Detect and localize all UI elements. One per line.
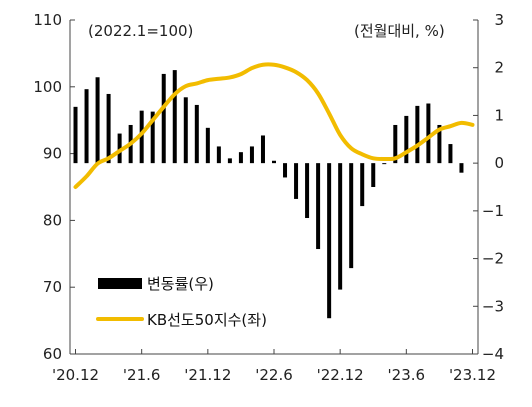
line-series xyxy=(73,62,475,189)
bar xyxy=(382,163,387,165)
x-tick-label: '21.6 xyxy=(123,366,161,384)
x-tick-label: '22.12 xyxy=(317,366,364,384)
bar xyxy=(95,77,100,164)
bar xyxy=(272,160,276,164)
x-tick-label: '23.6 xyxy=(388,366,426,384)
bar xyxy=(73,106,78,164)
right-tick-label: 0 xyxy=(494,154,504,172)
line-path xyxy=(73,62,475,189)
bar xyxy=(150,111,155,164)
bar xyxy=(437,124,442,164)
legend-line-label: KB선도50지수(좌) xyxy=(147,311,267,329)
bar xyxy=(283,163,288,178)
bar xyxy=(194,104,199,164)
x-tick-label: '22.6 xyxy=(255,366,293,384)
bar xyxy=(260,135,265,164)
right-tick-label: 3 xyxy=(494,11,504,29)
right-axis: −4 −3 −2 −1 0 1 2 3 xyxy=(473,11,504,363)
right-tick-label: −4 xyxy=(482,345,504,363)
legend-bar-swatch xyxy=(98,278,142,289)
bar xyxy=(459,163,464,173)
bar xyxy=(327,163,332,319)
bar xyxy=(205,127,210,164)
bar xyxy=(316,163,321,250)
legend: 변동률(우) KB선도50지수(좌) xyxy=(96,275,267,329)
left-axis: 60 70 80 90 100 110 xyxy=(33,11,75,363)
bar xyxy=(172,70,177,164)
right-axis-note: (전월대비, %) xyxy=(354,22,445,40)
bar xyxy=(305,163,310,219)
left-axis-note: (2022.1=100) xyxy=(88,22,193,40)
bar xyxy=(84,89,89,164)
bar xyxy=(338,163,343,290)
left-tick-label: 90 xyxy=(43,145,62,163)
bar xyxy=(249,146,254,164)
x-axis: '20.12 '21.6 '21.12 '22.6 '22.12 '23.6 '23.12 xyxy=(52,349,496,384)
bar-series xyxy=(73,70,464,319)
x-tick-label: '23.12 xyxy=(449,366,496,384)
bar xyxy=(426,103,431,164)
bar xyxy=(238,152,243,164)
bar xyxy=(393,124,398,164)
bar xyxy=(415,105,420,164)
bar xyxy=(448,144,453,164)
left-tick-label: 110 xyxy=(33,11,62,29)
axes xyxy=(69,20,479,355)
bar xyxy=(360,163,365,207)
right-tick-label: −1 xyxy=(482,202,504,220)
bar xyxy=(161,73,166,164)
bar xyxy=(106,93,111,164)
bar xyxy=(404,115,409,164)
bar xyxy=(183,97,188,164)
right-tick-label: 2 xyxy=(494,59,504,77)
bar xyxy=(139,110,144,164)
bar xyxy=(294,163,299,199)
left-tick-label: 70 xyxy=(43,278,62,296)
legend-bar-label: 변동률(우) xyxy=(147,275,214,293)
bar xyxy=(227,158,232,164)
left-tick-label: 80 xyxy=(43,211,62,229)
left-tick-label: 60 xyxy=(43,345,62,363)
bar xyxy=(349,163,354,269)
x-tick-label: '20.12 xyxy=(52,366,99,384)
x-tick-label: '21.12 xyxy=(184,366,231,384)
right-tick-label: −3 xyxy=(482,297,504,315)
left-tick-label: 100 xyxy=(33,78,62,96)
right-tick-label: 1 xyxy=(494,106,504,124)
bar xyxy=(117,133,122,164)
right-tick-label: −2 xyxy=(482,250,504,268)
bar xyxy=(371,163,376,187)
bar xyxy=(216,146,221,164)
